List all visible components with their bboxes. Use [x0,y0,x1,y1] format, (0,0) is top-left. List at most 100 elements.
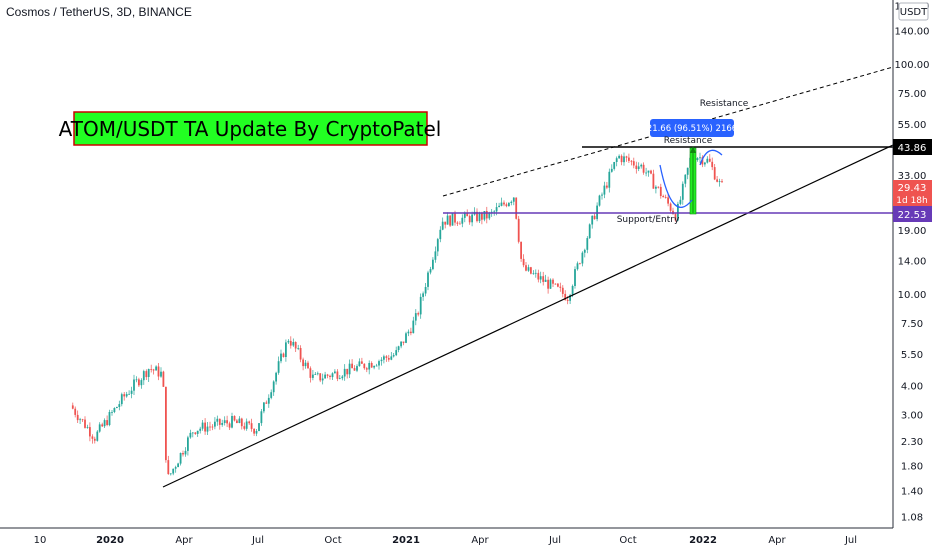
candle-body [277,361,280,373]
candle-body [623,156,625,163]
candle-body [282,353,285,357]
candle-body [113,408,116,412]
candle-body [637,166,640,169]
candle-body [233,416,236,421]
candle-body [365,368,368,370]
price-axis-tick: 33.00 [898,171,927,182]
candle-body [515,197,518,219]
candle-body [385,356,388,358]
candle-body [302,359,304,367]
support-entry-label: Support/Entry [617,215,680,225]
candle-body [530,267,532,274]
candle-body [488,212,491,219]
candle-body [169,473,172,475]
candle-body [86,427,89,428]
candle-body [299,348,302,360]
candle-body [248,421,251,424]
candle-body [380,359,383,362]
candle-body [346,368,349,375]
candle-body [512,197,515,202]
candle-body [76,414,79,421]
price-axis-tick: 14.00 [898,257,927,268]
candle-body [412,320,415,334]
measure-arrow-head [690,146,696,153]
candle-body [378,361,380,366]
candle-body [716,179,718,182]
candle-body [79,419,81,421]
candle-body [449,215,451,226]
candle-body [561,287,564,294]
candle-body [493,211,496,213]
candle-body [74,408,77,415]
current-price-label: 29.43 [898,183,927,194]
candle-body [684,174,687,184]
candle-body [468,216,471,223]
candle-body [172,468,175,474]
candle-body [338,378,341,379]
candle-body [211,426,214,428]
time-axis-tick: 2020 [96,535,124,546]
candle-body [647,170,650,173]
candle-body [454,213,456,223]
candle-body [669,203,672,211]
candle-body [250,423,253,429]
candle-body [466,213,469,217]
candle-body [272,381,275,393]
candle-body [218,418,221,425]
candle-body [498,205,500,208]
candle-body [711,161,714,168]
candle-body [167,460,170,475]
candle-body [566,300,569,301]
ascending-trendline[interactable] [162,144,894,488]
candle-body [593,215,596,220]
candle-body [704,162,706,165]
candle-body [147,369,150,377]
time-axis[interactable]: 10 2020 Apr Jul Oct 2021 Apr Jul Oct 2022 Apr Jul [34,535,857,546]
candle-body [160,371,162,377]
price-axis-tick: 3.00 [901,410,923,421]
candle-body [505,204,508,207]
candle-body [618,155,620,159]
candle-body [383,356,385,360]
candle-body [628,157,630,161]
candle-body [130,390,133,394]
candle-body [461,217,464,224]
candle-body [150,369,153,370]
candle-body [196,430,199,434]
candle-body [387,358,390,360]
current-price-countdown: 1d 18h [896,196,927,206]
candle-body [557,283,559,287]
currency-button[interactable] [898,2,929,21]
candle-body [534,272,537,274]
price-axis-tick: 1.08 [901,513,923,524]
candle-body [620,155,623,163]
candle-body [231,416,233,428]
price-axis-tick: 75.00 [898,89,927,100]
candle-body [267,397,270,404]
candle-body [152,369,155,371]
price-axis-tick: 10.00 [898,290,927,301]
time-axis-tick: Jul [251,535,264,546]
candle-body [655,186,657,189]
candle-body [336,371,339,379]
candle-body [319,373,322,381]
candle-body [588,224,591,239]
candle-body [677,203,679,221]
candle-body [569,294,571,301]
candle-body [701,157,704,165]
price-axis-tick: 100.00 [895,60,930,71]
candle-body [157,366,160,377]
candle-body [424,287,427,294]
candle-body [187,437,189,451]
candle-body [679,199,682,204]
currency-button-label[interactable]: USDT [900,7,928,18]
candle-body [451,213,454,226]
candle-body [429,269,432,273]
candle-body [375,365,378,367]
candle-body [481,213,483,220]
candle-body [576,263,579,270]
candle-body [664,197,667,198]
candle-body [358,361,361,367]
candle-body [216,418,219,422]
